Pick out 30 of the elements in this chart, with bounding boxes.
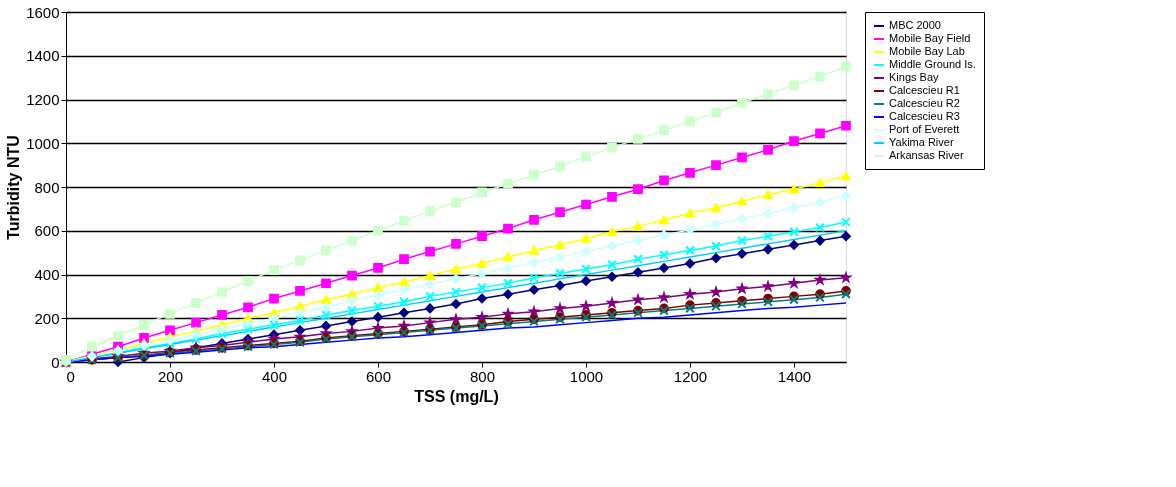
x-axis-title: TSS (mg/L) [414, 387, 499, 405]
x-tick-label: 800 [469, 367, 496, 385]
y-tick-label: 1600 [26, 3, 60, 21]
x-tick-label: 600 [365, 367, 392, 385]
legend-label: Arkansas River [889, 149, 964, 161]
y-tick-label: 400 [34, 266, 60, 283]
legend-label: Calcescieu R3 [889, 110, 960, 122]
legend-label: Mobile Bay Lab [889, 45, 965, 57]
y-tick-label: 1200 [26, 91, 60, 108]
y-tick-label: 200 [34, 309, 60, 327]
x-tick-label: 200 [157, 367, 184, 385]
y-tick-label: 800 [34, 178, 60, 196]
legend-label: Calcescieu R2 [889, 97, 960, 109]
x-tick-label: 1200 [673, 367, 708, 385]
y-tick-label: 1400 [26, 47, 60, 65]
legend-label: Port of Everett [889, 123, 960, 135]
legend-label: Kings Bay [889, 71, 940, 83]
y-axis-title: Turbidity NTU [5, 135, 23, 240]
x-tick-label: 1000 [569, 367, 604, 385]
legend-label: Calcescieu R1 [889, 84, 960, 96]
y-tick-label: 1000 [26, 134, 60, 152]
legend-label: Middle Ground Is. [889, 58, 976, 70]
legend-label: Yakima River [889, 136, 954, 148]
x-tick-label: 1400 [777, 367, 812, 385]
y-tick-label: 0 [51, 353, 60, 371]
legend-label: MBC 2000 [889, 19, 941, 31]
y-tick-label: 600 [34, 222, 60, 240]
x-tick-label: 400 [261, 367, 288, 385]
legend-label: Mobile Bay Field [889, 32, 971, 44]
x-tick-label: 0 [66, 367, 75, 385]
